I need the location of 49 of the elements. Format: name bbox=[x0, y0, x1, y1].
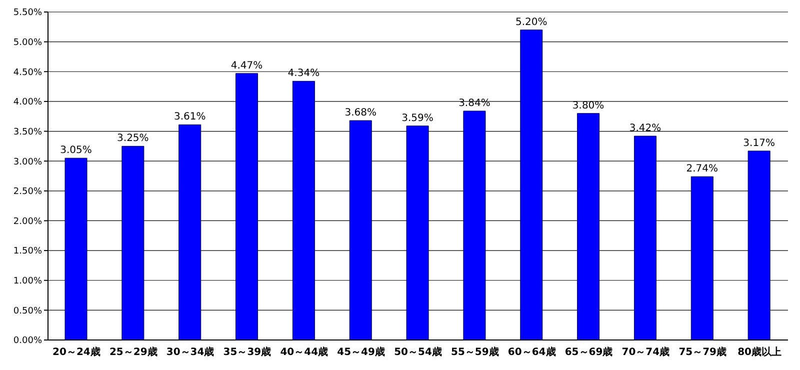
bar bbox=[634, 136, 656, 340]
y-tick-label: 4.50% bbox=[13, 68, 42, 78]
data-label: 3.80% bbox=[572, 100, 604, 112]
bar bbox=[122, 146, 144, 340]
y-tick-label: 1.00% bbox=[13, 276, 42, 287]
data-label: 3.42% bbox=[629, 123, 662, 134]
bar bbox=[292, 80, 315, 340]
y-tick-label: 0.00% bbox=[13, 336, 42, 346]
bar bbox=[463, 110, 486, 340]
bar bbox=[406, 126, 429, 340]
y-tick-label: 2.00% bbox=[13, 216, 42, 227]
x-tick-label: 60～64歳 bbox=[508, 346, 556, 358]
x-tick-label: 70～74歳 bbox=[622, 346, 670, 358]
y-tick-label: 5.50% bbox=[13, 8, 42, 18]
y-tick-label: 1.50% bbox=[13, 246, 42, 257]
x-tick-label: 35～39歳 bbox=[223, 346, 272, 358]
y-tick-label: 3.50% bbox=[13, 127, 42, 138]
bar bbox=[349, 120, 372, 340]
x-tick-label: 50～54歳 bbox=[394, 346, 442, 358]
data-label: 3.59% bbox=[402, 112, 434, 124]
data-label: 3.25% bbox=[117, 133, 149, 144]
data-label: 3.05% bbox=[60, 145, 92, 156]
x-tick-label: 20～24歳 bbox=[52, 346, 100, 358]
bar bbox=[690, 176, 714, 340]
bar bbox=[748, 150, 770, 340]
y-tick-label: 2.50% bbox=[13, 187, 42, 198]
bar bbox=[520, 30, 543, 340]
x-tick-label: 80歳以上 bbox=[738, 346, 782, 358]
y-tick-label: 5.00% bbox=[13, 38, 42, 48]
x-tick-label: 25～29歳 bbox=[109, 346, 158, 358]
data-label: 5.20% bbox=[515, 16, 548, 28]
x-tick-label: 40～44歳 bbox=[280, 346, 328, 358]
x-tick-label: 75～79歳 bbox=[678, 346, 727, 358]
x-tick-label: 55～59歳 bbox=[451, 346, 499, 358]
y-tick-label: 0.50% bbox=[13, 306, 42, 316]
data-label: 4.47% bbox=[230, 60, 263, 72]
bar bbox=[64, 158, 88, 340]
data-label: 3.68% bbox=[344, 108, 377, 119]
x-tick-label: 45～49歳 bbox=[337, 346, 385, 358]
data-label: 3.17% bbox=[743, 138, 775, 149]
x-tick-label: 65～69歳 bbox=[564, 346, 613, 358]
data-label: 2.74% bbox=[686, 164, 718, 175]
y-tick-label: 3.00% bbox=[13, 157, 42, 168]
y-tick-label: 4.00% bbox=[13, 98, 42, 108]
bar bbox=[178, 124, 202, 340]
x-tick-label: 30～34歳 bbox=[166, 346, 214, 358]
bar bbox=[577, 113, 600, 340]
bar bbox=[236, 73, 258, 340]
data-label: 3.61% bbox=[174, 112, 206, 123]
